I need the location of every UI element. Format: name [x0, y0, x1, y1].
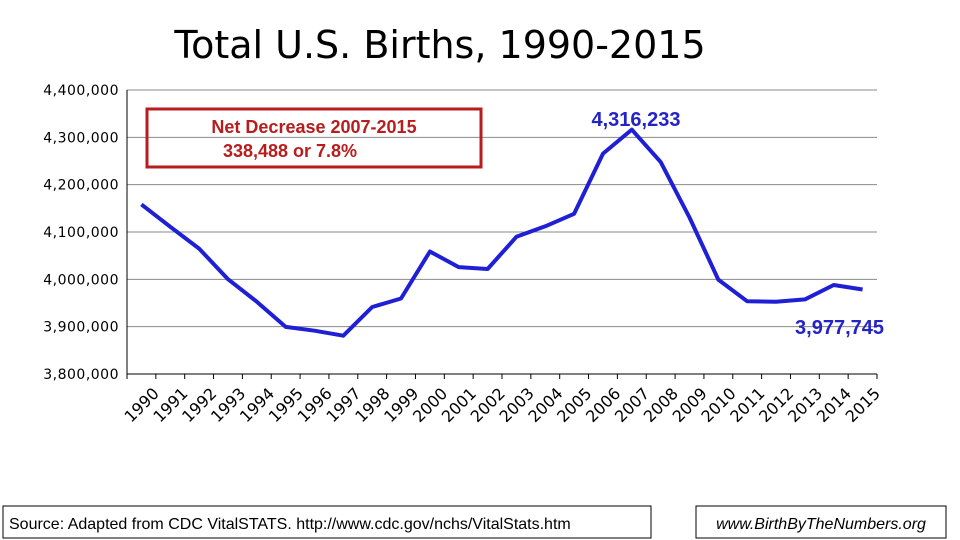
peak-value-label: 4,316,233 [592, 109, 681, 131]
y-tick-label: 4,300,000 [43, 130, 119, 146]
y-tick-label: 4,200,000 [43, 178, 119, 194]
source-text: Source: Adapted from CDC VitalSTATS. htt… [9, 516, 571, 533]
chart-title: Total U.S. Births, 1990-2015 [173, 23, 705, 67]
last-value-label: 3,977,745 [795, 317, 884, 339]
gridlines [126, 89, 877, 375]
annotation-box-line1: Net Decrease 2007-2015 [211, 117, 416, 137]
births-series-line [140, 127, 863, 338]
website-box [695, 505, 947, 539]
x-axis-ticks: 1990199119921993199419951996199719981999… [121, 374, 884, 426]
annotation-box-line2: 338,488 or 7.8% [223, 141, 357, 161]
y-tick-label: 3,800,000 [43, 367, 119, 383]
y-tick-label: 3,900,000 [43, 320, 119, 336]
y-tick-label: 4,100,000 [43, 225, 119, 241]
x-tick-label: 2015 [842, 384, 884, 426]
y-tick-label: 4,000,000 [43, 272, 119, 288]
y-axis-ticks: 3,800,000 3,900,000 4,000,000 4,100,000 4,20… [43, 83, 119, 383]
y-tick-label: 4,400,000 [43, 83, 119, 99]
source-box [2, 505, 652, 539]
website-text: www.BirthByTheNumbers.org [716, 516, 926, 533]
annotation-box [145, 107, 483, 169]
